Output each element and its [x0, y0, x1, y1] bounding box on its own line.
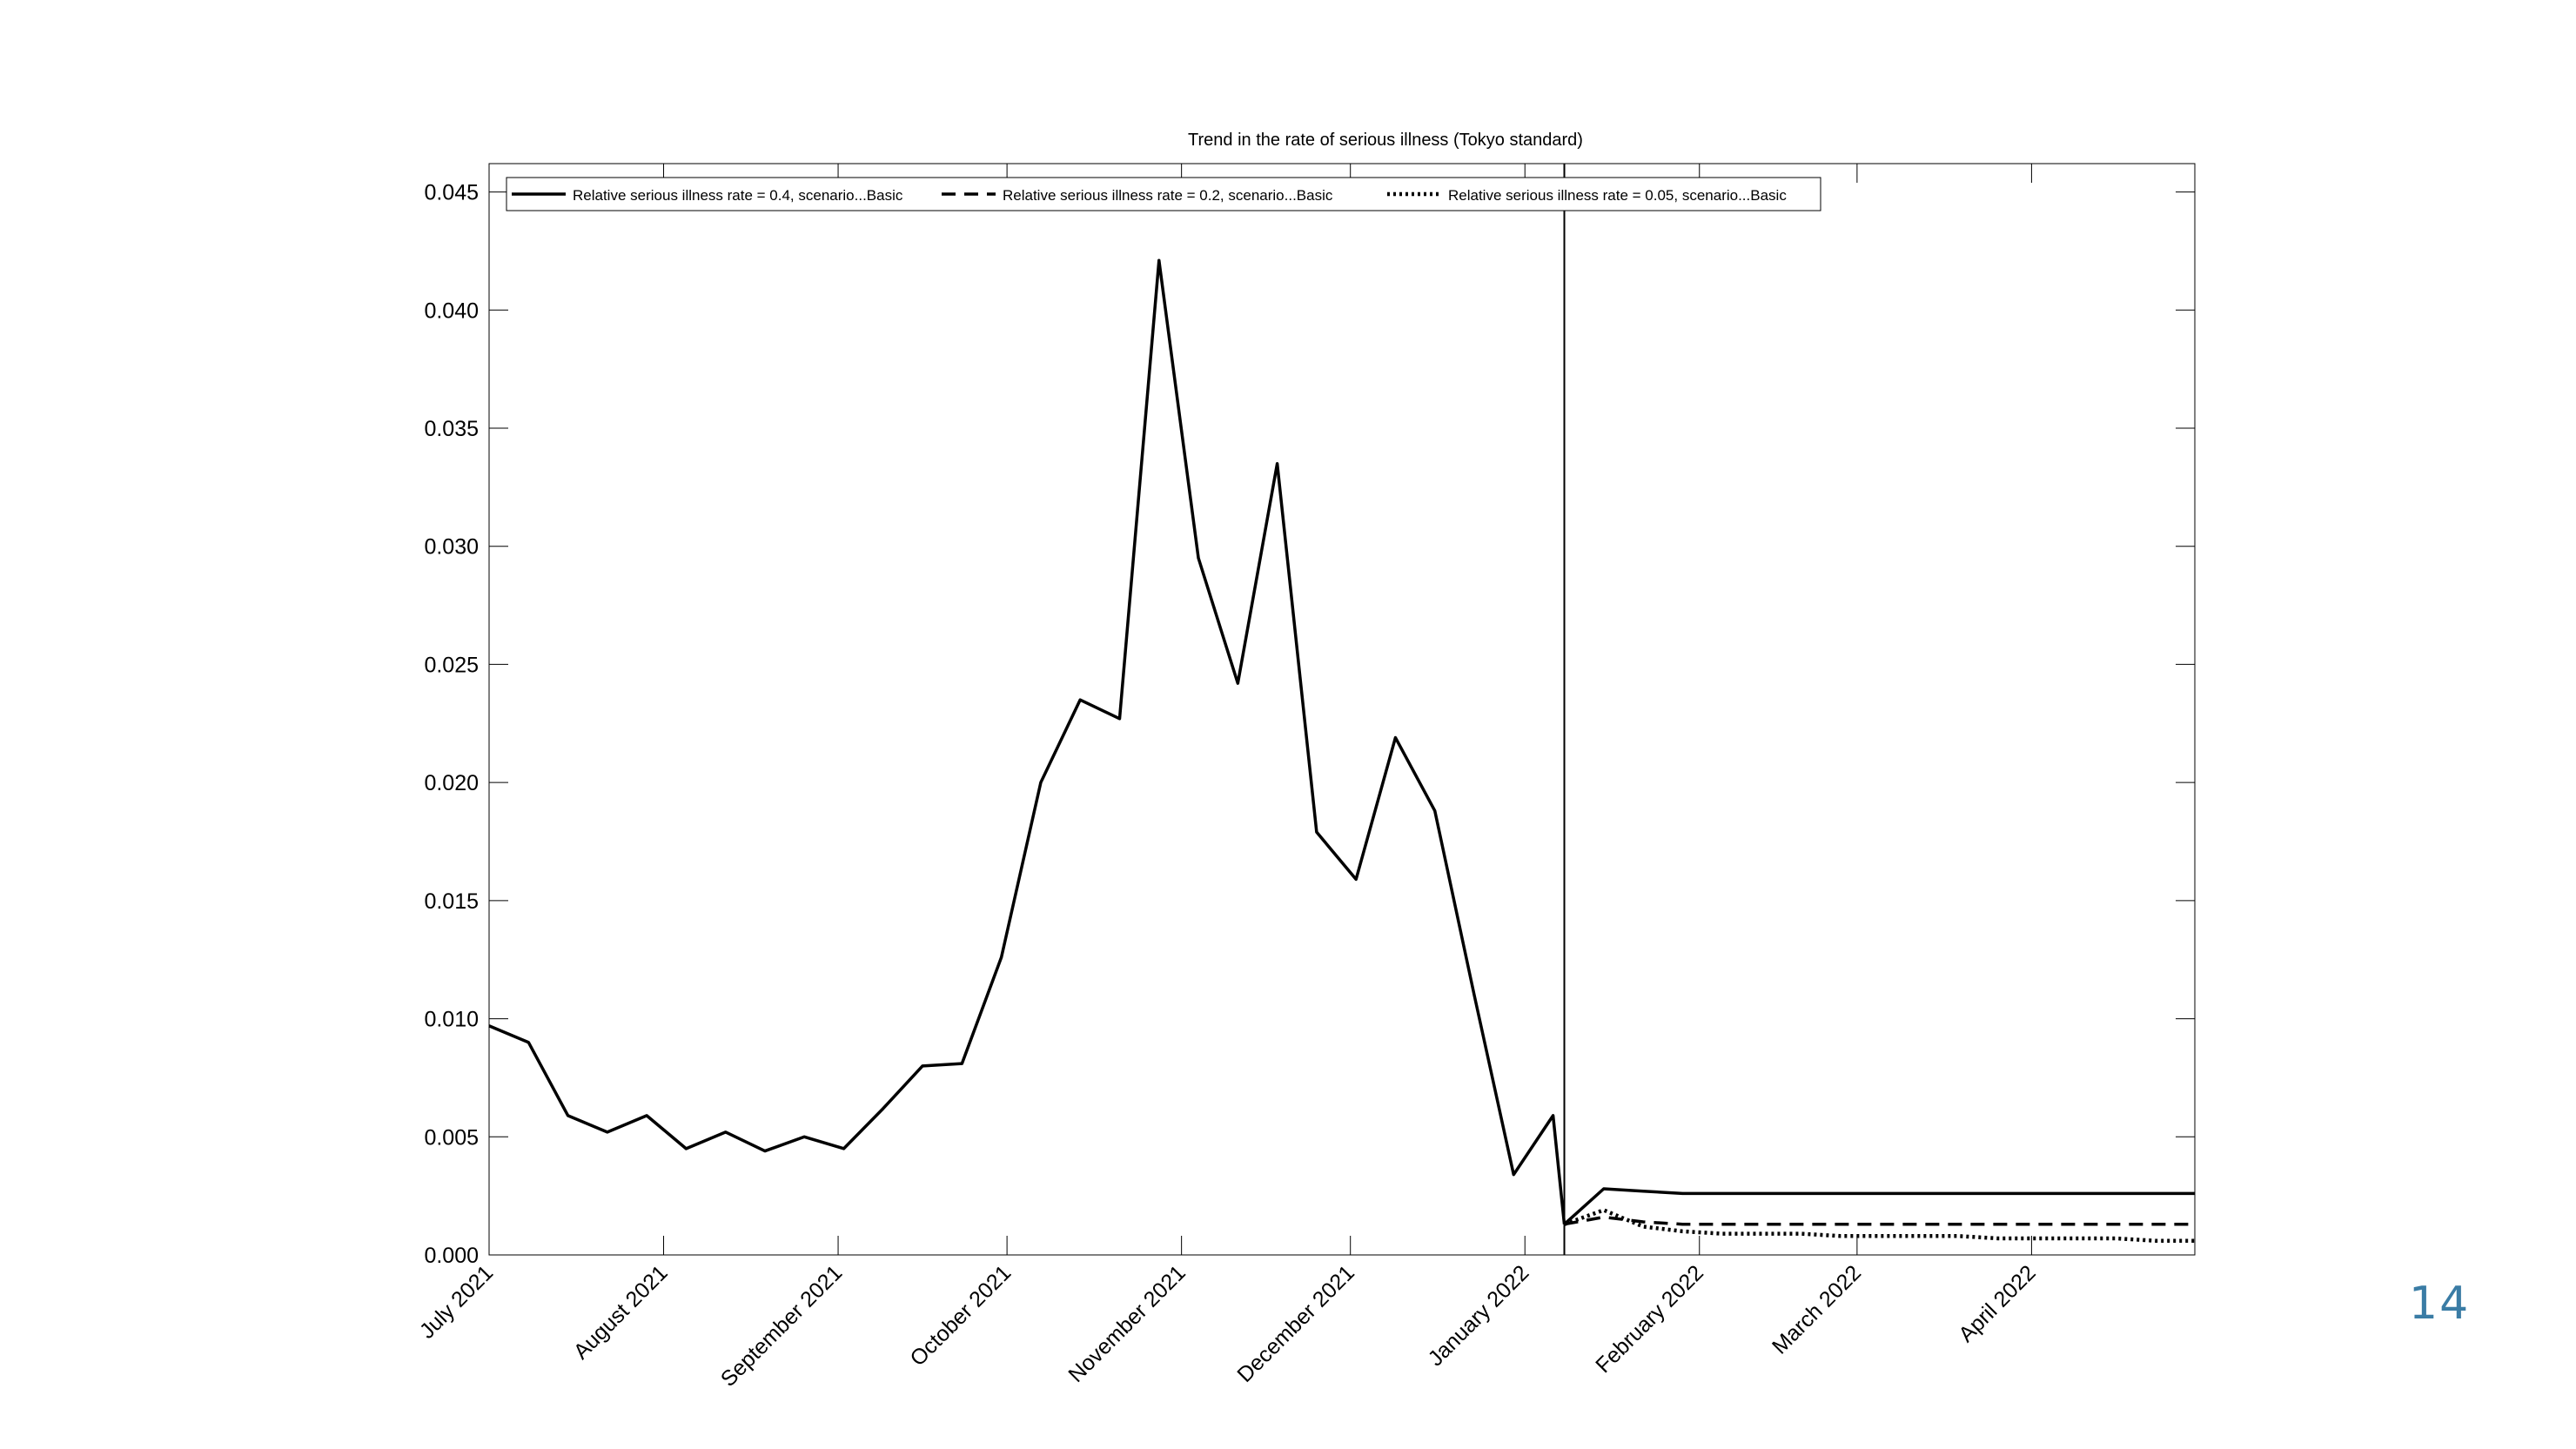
legend-entry-label: Relative serious illness rate = 0.4, sce… — [573, 187, 903, 204]
series-line-dotted — [1563, 1208, 2195, 1243]
observed-series-line — [488, 258, 1566, 1224]
legend: Relative serious illness rate = 0.4, sce… — [506, 177, 1821, 211]
y-tick-label: 0.020 — [424, 771, 479, 795]
x-tick-label: April 2022 — [1954, 1260, 2040, 1346]
x-tick-label: September 2021 — [716, 1260, 848, 1392]
x-tick-label: December 2021 — [1232, 1260, 1359, 1387]
legend-box — [506, 177, 1821, 211]
y-tick-label: 0.030 — [424, 535, 479, 560]
y-axis: 0.000 0.005 0.010 0.015 0.020 0.025 0.030 0.035… — [424, 181, 2195, 1268]
x-tick-label: March 2022 — [1768, 1260, 1866, 1358]
y-tick-label: 0.045 — [424, 181, 479, 205]
x-axis: July 2021 August 2021 September 2021 Octobe… — [415, 164, 2041, 1392]
legend-entry-label: Relative serious illness rate = 0.05, sc… — [1448, 187, 1787, 204]
slide-page-number: 14 — [2409, 1278, 2471, 1330]
plot-frame — [488, 163, 2196, 1256]
series-line-dashed — [1564, 1215, 2195, 1226]
y-tick-label: 0.040 — [424, 299, 479, 323]
y-tick-label: 0.025 — [424, 653, 479, 677]
x-tick-label: February 2022 — [1591, 1260, 1708, 1378]
legend-entry-label: Relative serious illness rate = 0.2, sce… — [1003, 187, 1333, 204]
y-tick-label: 0.010 — [424, 1008, 479, 1032]
series-line-solid — [1563, 1187, 2195, 1226]
x-tick-label: August 2021 — [569, 1260, 673, 1364]
x-tick-label: November 2021 — [1063, 1260, 1191, 1387]
y-tick-label: 0.005 — [424, 1125, 479, 1150]
y-tick-label: 0.000 — [424, 1244, 479, 1268]
x-tick-label: July 2021 — [415, 1260, 498, 1343]
y-tick-label: 0.015 — [424, 889, 479, 914]
x-tick-label: January 2022 — [1424, 1260, 1534, 1371]
chart-title: Trend in the rate of serious illness (To… — [1188, 131, 1583, 150]
data-lines — [488, 258, 2195, 1243]
y-tick-label: 0.035 — [424, 417, 479, 441]
x-tick-label: October 2021 — [905, 1260, 1016, 1371]
